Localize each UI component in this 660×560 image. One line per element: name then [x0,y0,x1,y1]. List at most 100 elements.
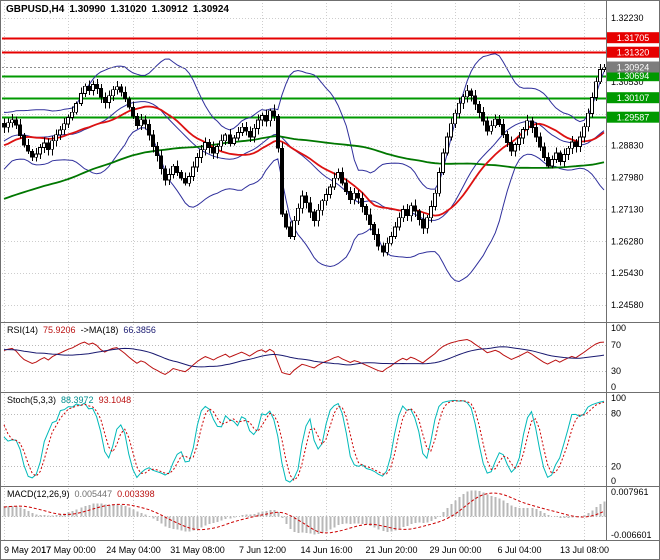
time-axis-label: 14 Jun 16:00 [300,545,352,555]
candle [14,119,18,126]
candle [405,208,409,217]
rsi-ma-line [4,346,605,368]
rsi-name: RSI(14) [7,325,39,335]
y-axis-label: 1.25430 [611,268,644,278]
level-badge[interactable] [607,111,659,123]
candle [183,177,187,184]
rsi-axis-label: 0 [611,382,616,392]
candle [413,205,417,212]
current-price-badge[interactable] [607,61,659,73]
y-axis-label: 1.30530 [611,77,644,87]
candle [372,223,376,235]
candle [497,118,501,126]
macd-signal-value: 0.003398 [117,489,155,499]
time-axis-label: 21 Jun 20:00 [365,545,417,555]
candle [453,112,457,125]
candle [159,155,163,170]
candle [525,120,529,130]
candle [481,112,485,122]
stoch-axis-label: 100 [611,393,626,403]
macd-signal-line [3,492,605,534]
candle [445,136,449,154]
candle [381,245,385,253]
time-axis-label: 24 May 04:00 [106,545,161,555]
candle [248,130,252,138]
macd-name: MACD(12,26,9) [7,489,70,499]
candle [272,110,276,117]
y-axis-label: 1.27980 [611,173,644,183]
stoch-axis-label: 20 [611,461,621,471]
symbol-timeframe: GBPUSD,H4 [6,4,65,15]
candle [211,147,215,154]
candle [477,103,481,114]
candle [207,142,211,148]
y-axis-label: 1.27130 [611,204,644,214]
candle [582,126,586,138]
candle [300,195,304,209]
candle [244,126,248,132]
candle [513,144,517,152]
candle [517,137,521,145]
bollinger-lower [3,127,605,283]
candle [139,119,143,127]
candle [191,166,195,177]
candle [574,141,578,147]
candle [364,205,368,216]
candle [397,217,401,228]
candle [308,202,312,213]
ma-slow-line [3,135,605,200]
candle [461,96,465,104]
candle [284,213,288,228]
rsi-ma-value: 66.3856 [123,325,156,335]
candle [74,103,78,113]
candle [215,145,219,154]
candle [119,86,123,93]
stoch-indicator-label: Stoch(5,3,3) 88.3972 93.1048 [7,395,136,405]
candle [252,127,256,138]
candle [46,142,50,150]
level-badge[interactable] [607,70,659,82]
candle [348,190,352,201]
candle [485,120,489,132]
candle [236,132,240,139]
candle [292,220,296,237]
stoch-name: Stoch(5,3,3) [7,395,57,405]
candle [521,129,525,139]
candle [223,134,227,142]
time-axis-label: 31 May 08:00 [170,545,225,555]
candle [409,205,413,217]
candle [550,159,554,167]
stoch-value: 88.3972 [61,395,94,405]
candle [268,110,272,122]
rsi-axis-label: 70 [611,340,621,350]
level-badge[interactable] [607,46,659,58]
candle [151,134,155,147]
candle [163,168,167,181]
candle [465,90,469,98]
macd-axis-label: -0.006601 [611,530,652,540]
candle [570,141,574,149]
candle [42,142,46,148]
level-badge[interactable] [607,92,659,104]
candle [50,140,54,150]
candle [54,134,58,142]
level-badge[interactable] [607,32,659,44]
candle [558,152,562,162]
time-axis-label: 17 May 00:00 [41,545,96,555]
candle [260,115,264,121]
candle [469,90,473,97]
candle [534,127,538,138]
candle [38,147,42,155]
candle [389,235,393,244]
candle [586,112,590,128]
candle [505,133,509,144]
candle [280,147,284,215]
candle [542,146,546,159]
y-axis-label: 1.24580 [611,300,644,310]
candle [91,84,95,91]
stoch-d-line [3,400,605,481]
candle [70,111,74,118]
candle [219,140,223,147]
candle [393,226,397,237]
